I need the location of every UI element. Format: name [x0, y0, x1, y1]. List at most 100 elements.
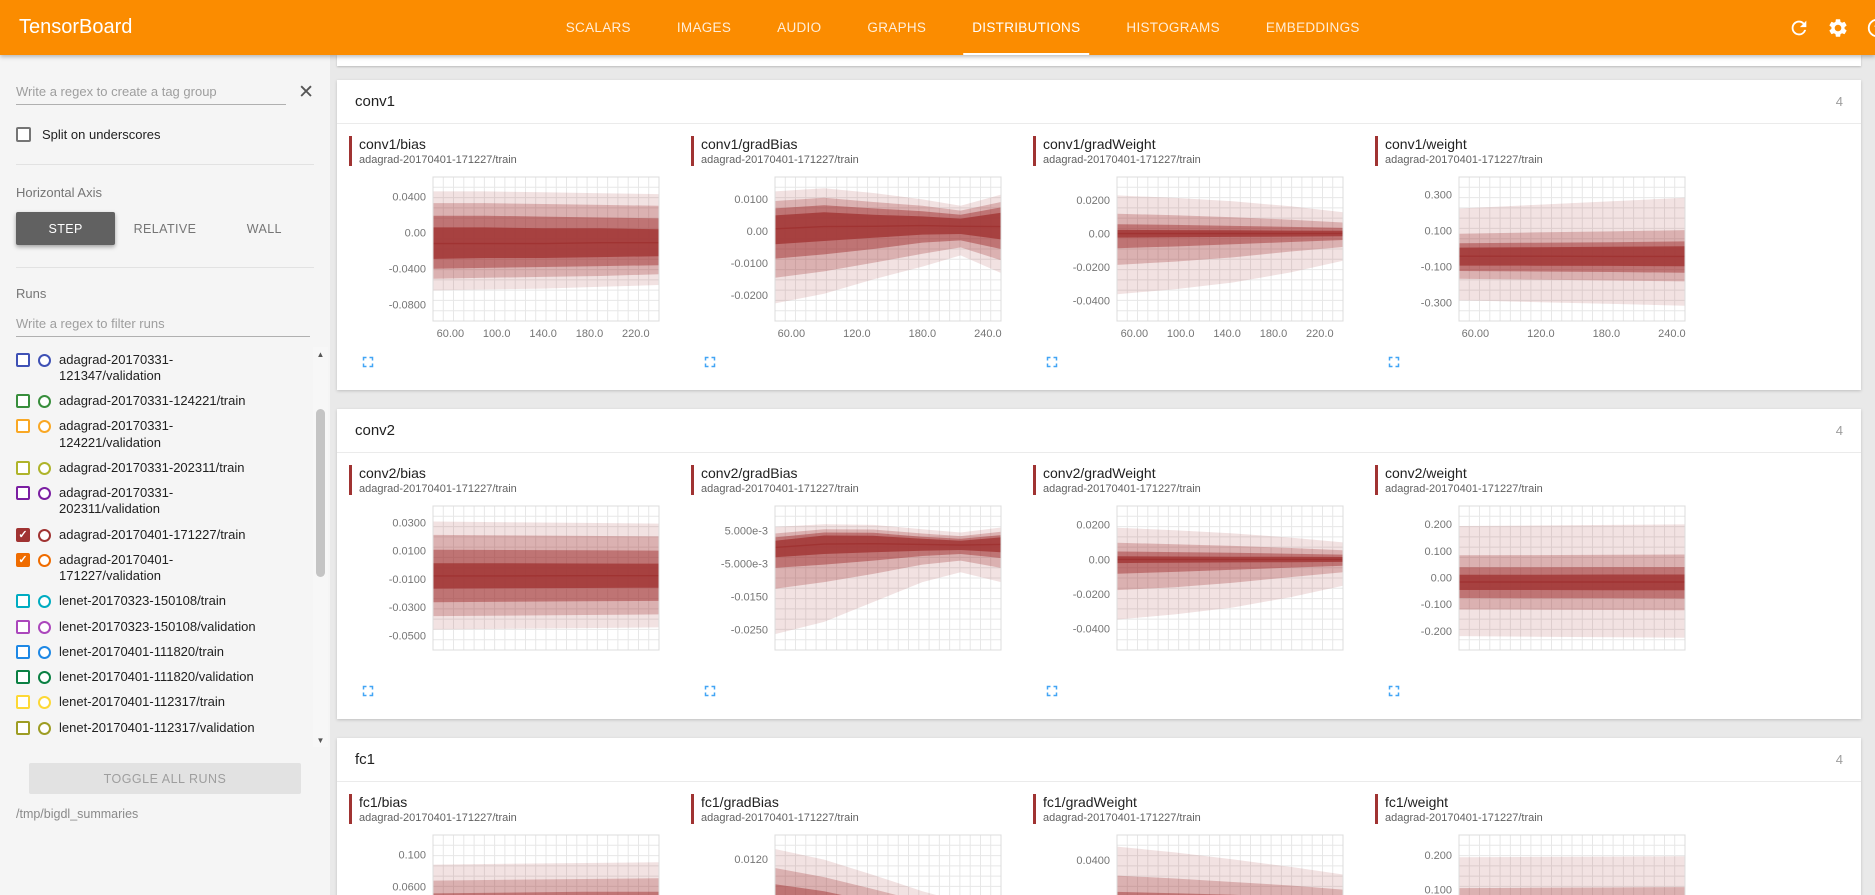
run-isolator-circle[interactable] [38, 595, 51, 609]
run-checkbox[interactable] [16, 720, 30, 735]
run-isolator-circle[interactable] [38, 461, 51, 475]
expand-icon[interactable] [701, 682, 721, 705]
run-isolator-circle[interactable] [38, 553, 51, 567]
run-label: lenet-20170323-150108/train [59, 593, 226, 609]
run-checkbox[interactable] [16, 352, 30, 367]
run-isolator-circle[interactable] [38, 353, 51, 367]
svg-text:100.0: 100.0 [483, 328, 511, 340]
chart-title-row: conv2/bias adagrad-20170401-171227/train [349, 465, 685, 495]
svg-text:-0.200: -0.200 [1421, 626, 1452, 638]
run-checkbox[interactable]: ✓ [16, 552, 30, 567]
distribution-plot[interactable]: 5.000e-3 -5.000e-3 -0.0150 -0.0250 [691, 498, 1023, 674]
run-checkbox[interactable] [16, 394, 30, 408]
expand-icon[interactable] [1043, 353, 1063, 376]
run-label: adagrad-20170331-124221/validation [59, 418, 174, 450]
run-checkbox[interactable] [16, 419, 30, 434]
run-isolator-circle[interactable] [38, 528, 51, 542]
expand-icon[interactable] [1043, 682, 1063, 705]
tab-audio[interactable]: AUDIO [777, 20, 822, 35]
run-color-strip [1375, 465, 1378, 495]
run-checkbox[interactable] [16, 460, 30, 475]
svg-text:0.00: 0.00 [1089, 554, 1110, 566]
run-checkbox[interactable] [16, 486, 30, 500]
category-header[interactable]: fc1 4 [337, 738, 1861, 782]
tab-histograms[interactable]: HISTOGRAMS [1126, 20, 1220, 35]
run-isolator-circle[interactable] [38, 645, 51, 659]
scroll-up-icon[interactable]: ▲ [316, 349, 325, 359]
run-isolator-circle[interactable] [38, 487, 51, 500]
distribution-plot[interactable]: 0.0100 0.00 -0.0100 -0.0200 60.00 120.0 180.0 2… [691, 169, 1023, 345]
toggle-all-runs-button[interactable]: TOGGLE ALL RUNS [29, 763, 301, 794]
svg-text:-0.0250: -0.0250 [731, 625, 768, 637]
svg-text:0.00: 0.00 [1431, 573, 1452, 585]
chart-run-subtitle: adagrad-20170401-171227/train [1043, 812, 1201, 824]
run-checkbox[interactable] [16, 619, 30, 634]
distribution-plot[interactable]: 0.200 0.100 0.00 -0.100 -0.200 [1375, 498, 1707, 674]
help-icon[interactable]: ? [1866, 17, 1875, 39]
expand-icon[interactable] [359, 353, 379, 376]
split-underscores-checkbox[interactable] [16, 127, 31, 142]
category-header[interactable]: conv2 4 [337, 409, 1861, 453]
chart-run-subtitle: adagrad-20170401-171227/train [359, 483, 517, 495]
run-item: lenet-20170323-150108/train [16, 589, 310, 614]
svg-text:240.0: 240.0 [974, 328, 1002, 340]
tab-embeddings[interactable]: EMBEDDINGS [1265, 20, 1360, 35]
svg-text:-5.000e-3: -5.000e-3 [721, 558, 768, 570]
svg-text:60.00: 60.00 [1121, 328, 1149, 340]
expand-icon[interactable] [1385, 353, 1405, 376]
close-icon[interactable]: ✕ [298, 81, 314, 103]
svg-text:-0.0200: -0.0200 [731, 290, 768, 302]
run-color-strip [691, 794, 694, 824]
tab-images[interactable]: IMAGES [676, 20, 732, 35]
run-checkbox[interactable] [16, 644, 30, 659]
axis-option-relative[interactable]: RELATIVE [115, 212, 214, 245]
svg-text:140.0: 140.0 [529, 328, 557, 340]
run-label: lenet-20170401-112317/train [59, 694, 226, 710]
run-isolator-circle[interactable] [38, 721, 51, 735]
refresh-icon[interactable] [1788, 17, 1810, 39]
expand-icon[interactable] [1385, 682, 1405, 705]
expand-icon[interactable] [701, 353, 721, 376]
chart-title-row: conv1/weight adagrad-20170401-171227/trai… [1375, 136, 1711, 166]
tag-regex-input[interactable] [16, 79, 287, 105]
run-checkbox[interactable]: ✓ [16, 527, 30, 542]
chart-card: conv1/weight adagrad-20170401-171227/trai… [1375, 136, 1711, 376]
distribution-plot[interactable]: 0.0400 0.00 -0.0400 -0.0800 60.00 100.0 140.0 1… [349, 169, 681, 345]
svg-text:60.00: 60.00 [1462, 328, 1490, 340]
svg-text:0.0100: 0.0100 [392, 546, 426, 558]
expand-icon[interactable] [359, 682, 379, 705]
run-label: adagrad-20170331-202311/validation [59, 485, 174, 517]
tab-distributions[interactable]: DISTRIBUTIONS [949, 0, 1103, 55]
svg-text:0.100: 0.100 [1424, 546, 1452, 558]
tab-graphs[interactable]: GRAPHS [867, 20, 927, 35]
svg-text:0.0300: 0.0300 [392, 517, 426, 529]
run-checkbox[interactable] [16, 695, 30, 710]
tab-scalars[interactable]: SCALARS [565, 20, 631, 35]
category-header[interactable]: conv1 4 [337, 80, 1861, 124]
axis-option-step[interactable]: STEP [16, 212, 116, 245]
settings-icon[interactable] [1827, 17, 1849, 39]
runs-scrollbar[interactable]: ▲ ▼ [313, 347, 328, 747]
scrollbar-thumb[interactable] [316, 409, 325, 577]
category-conv1: conv1 4 conv1/bias adagrad-20170401-171227/… [337, 80, 1861, 390]
run-isolator-circle[interactable] [38, 696, 51, 710]
scroll-down-icon[interactable]: ▼ [316, 735, 325, 745]
distribution-plot[interactable]: 0.0200 0.00 -0.0200 -0.0400 [1033, 498, 1365, 674]
distribution-plot[interactable]: 0.300 0.100 -0.100 -0.300 60.00 120.0 180.0 240… [1375, 169, 1707, 345]
axis-option-wall[interactable]: WALL [215, 212, 314, 245]
chart-card: conv1/bias adagrad-20170401-171227/train 0… [349, 136, 685, 376]
distribution-plot[interactable]: 0.01206.000e-30.00 [691, 827, 1023, 895]
distribution-plot[interactable]: 0.0200 0.00 -0.0200 -0.0400 60.00 100.0 140.0 1… [1033, 169, 1365, 345]
run-checkbox[interactable] [16, 670, 30, 684]
runs-filter-input[interactable] [16, 311, 310, 337]
distribution-plot[interactable]: 0.0300 0.0100 -0.0100 -0.0300 -0.0500 [349, 498, 681, 674]
run-isolator-circle[interactable] [38, 620, 51, 634]
run-checkbox[interactable] [16, 594, 30, 609]
category-count: 4 [1835, 94, 1843, 109]
run-isolator-circle[interactable] [38, 395, 51, 408]
run-isolator-circle[interactable] [38, 671, 51, 684]
run-isolator-circle[interactable] [38, 420, 51, 434]
